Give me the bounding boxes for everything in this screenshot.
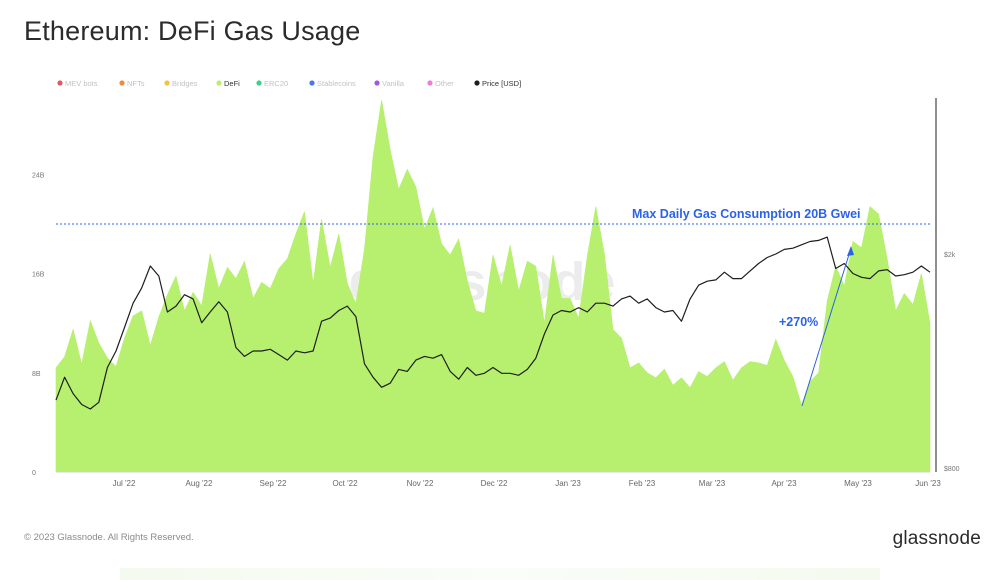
y-left-tick-label-2: 16B xyxy=(32,272,45,279)
legend-marker-3 xyxy=(216,80,222,86)
legend-label-2: Bridges xyxy=(172,79,198,88)
legend-label-3: DeFi xyxy=(224,79,240,88)
annotation-layer: Max Daily Gas Consumption 20B Gwei +270% xyxy=(56,207,930,407)
legend-marker-1 xyxy=(119,80,125,86)
chart-panel: MEV bots NFTs Bridges DeFi ERC20 Stablecoins V… xyxy=(22,68,982,496)
legend-label-4: ERC20 xyxy=(264,79,288,88)
legend-marker-5 xyxy=(309,80,315,86)
page-title: Ethereum: DeFi Gas Usage xyxy=(24,16,361,46)
legend-marker-8 xyxy=(474,80,480,86)
y-left-tick-label-1: 8B xyxy=(32,371,41,378)
legend-label-5: Stablecoins xyxy=(317,79,356,88)
y-right-tick-label-0: $800 xyxy=(944,466,960,473)
legend-marker-6 xyxy=(374,80,380,86)
y-left-tick-label-3: 24B xyxy=(32,172,45,179)
series-defi-area xyxy=(55,99,931,473)
legend-marker-7 xyxy=(427,80,433,86)
footer-brand-logo: glassnode xyxy=(892,528,981,549)
chart-legend: MEV bots NFTs Bridges DeFi ERC20 Stablecoins V… xyxy=(57,79,521,88)
x-tick-label-11: Jun '23 xyxy=(915,479,941,488)
x-tick-label-9: Apr '23 xyxy=(771,479,797,488)
x-tick-label-5: Dec '22 xyxy=(481,479,508,488)
growth-arrow-head xyxy=(847,246,854,256)
x-tick-label-1: Aug '22 xyxy=(186,479,213,488)
x-tick-label-0: Jul '22 xyxy=(113,479,136,488)
bottom-strip xyxy=(120,568,880,580)
line-layer xyxy=(55,236,931,410)
x-tick-label-10: May '23 xyxy=(844,479,872,488)
max-gas-annotation: Max Daily Gas Consumption 20B Gwei xyxy=(632,207,861,221)
legend-label-0: MEV bots xyxy=(65,79,98,88)
legend-marker-0 xyxy=(57,80,63,86)
legend-marker-2 xyxy=(164,80,170,86)
area-layer xyxy=(55,99,931,473)
x-tick-label-2: Sep '22 xyxy=(260,479,287,488)
axis-layer: Jul '22 Aug '22 Sep '22 Oct '22 Nov '22 Dec '… xyxy=(32,98,960,488)
footer-copyright: © 2023 Glassnode. All Rights Reserved. xyxy=(24,532,194,543)
y-left-tick-label-0: 0 xyxy=(32,470,36,477)
legend-label-7: Other xyxy=(435,79,454,88)
x-tick-label-7: Feb '23 xyxy=(629,479,656,488)
y-right-tick-label-1: $2k xyxy=(944,252,956,259)
x-tick-label-3: Oct '22 xyxy=(332,479,358,488)
legend-label-6: Vanilla xyxy=(382,79,405,88)
legend-marker-4 xyxy=(256,80,262,86)
x-tick-label-8: Mar '23 xyxy=(699,479,726,488)
x-tick-label-4: Nov '22 xyxy=(407,479,434,488)
growth-annotation: +270% xyxy=(779,315,818,329)
growth-arrow-line xyxy=(801,247,852,407)
series-price-line xyxy=(55,236,931,410)
x-tick-label-6: Jan '23 xyxy=(555,479,581,488)
legend-label-1: NFTs xyxy=(127,79,145,88)
chart-svg: MEV bots NFTs Bridges DeFi ERC20 Stablecoins V… xyxy=(32,79,960,488)
legend-label-8: Price [USD] xyxy=(482,79,521,88)
